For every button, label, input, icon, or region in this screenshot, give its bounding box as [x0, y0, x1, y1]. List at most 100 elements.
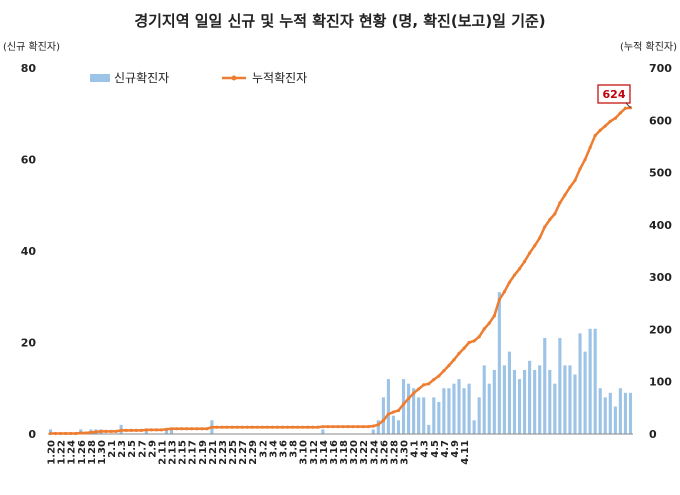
x-tick-label: 2.1	[107, 440, 118, 458]
line-point	[462, 346, 466, 350]
line-point	[497, 298, 501, 302]
right-tick-label: 500	[649, 167, 672, 180]
line-point	[270, 425, 275, 429]
line-point	[401, 402, 406, 406]
x-tick-label: 1.24	[67, 440, 78, 465]
line-point	[543, 225, 547, 229]
line-point	[53, 431, 58, 436]
legend-label-new-cases: 신규확진자	[114, 71, 169, 85]
x-tick-label: 2.17	[188, 440, 199, 465]
left-tick-label: 60	[21, 154, 37, 167]
line-point	[84, 431, 88, 435]
bar	[563, 365, 567, 434]
right-axis-unit: (누적 확진자)	[620, 41, 677, 53]
line-point	[457, 351, 461, 356]
line-point	[528, 251, 532, 255]
line-point	[623, 106, 628, 110]
line-point	[255, 425, 259, 429]
line-point	[311, 425, 315, 429]
line-point	[522, 259, 527, 264]
bar	[538, 365, 542, 434]
right-tick-label: 100	[649, 376, 672, 389]
line-point	[366, 425, 370, 429]
line-point	[94, 430, 98, 434]
line-point	[467, 340, 471, 345]
legend-label-cumulative: 누적확진자	[252, 71, 307, 85]
right-tick-label: 0	[649, 428, 657, 441]
line-point	[613, 116, 617, 120]
line-point	[578, 167, 582, 171]
line-point	[129, 428, 133, 432]
line-point	[260, 425, 264, 429]
bar	[528, 360, 532, 434]
line-point	[492, 314, 496, 318]
x-tick-label: 2.7	[137, 440, 148, 458]
line-point	[139, 428, 143, 432]
line-point	[74, 431, 78, 436]
line-point	[548, 218, 552, 222]
line-point	[326, 425, 330, 429]
line-point	[69, 431, 73, 436]
right-axis: 0 100 200 300 400 500 600 700	[649, 62, 672, 441]
right-tick-label: 300	[649, 271, 672, 284]
line-point	[195, 427, 199, 431]
line-point	[134, 428, 138, 432]
line-point	[386, 412, 391, 416]
line-point	[174, 427, 179, 431]
x-tick-label: 2.23	[218, 440, 229, 465]
line-point	[180, 427, 184, 431]
bar	[497, 292, 501, 434]
bar	[422, 397, 426, 434]
x-tick-label: 2.21	[208, 440, 219, 465]
x-tick-label: 4.3	[420, 440, 431, 458]
callout-label: 624	[603, 88, 626, 101]
bar	[412, 388, 416, 434]
x-tick-label: 3.30	[400, 440, 411, 465]
x-tick-label: 4.9	[450, 440, 461, 458]
x-tick-label: 3.12	[309, 440, 320, 465]
x-axis: 1.20 1.22 1.24 1.26 1.28 1.30 2.1 2.3 2.5 2.7 2.9 2…	[47, 440, 472, 465]
x-tick-label: 2.25	[228, 440, 239, 465]
left-tick-label: 40	[21, 245, 37, 258]
bar	[558, 337, 562, 434]
bar	[452, 383, 456, 434]
line-point	[109, 429, 113, 433]
line-point	[507, 280, 512, 284]
bar	[462, 388, 466, 434]
line-point	[230, 425, 234, 429]
bar	[442, 388, 446, 434]
right-tick-label: 700	[649, 62, 672, 75]
bar	[407, 383, 411, 434]
bar	[613, 406, 617, 434]
bar	[457, 379, 461, 434]
line-point	[59, 431, 63, 436]
bar	[517, 379, 522, 434]
line-point	[406, 396, 411, 401]
x-tick-label: 3.16	[329, 440, 340, 465]
line-point	[487, 321, 491, 325]
line-point	[275, 425, 280, 429]
x-tick-label: 1.20	[47, 440, 58, 465]
line-point	[608, 119, 612, 123]
line-point	[89, 430, 93, 435]
bar	[492, 369, 496, 434]
x-tick-label: 2.13	[168, 440, 179, 465]
legend-swatch-cumulative-marker	[231, 75, 237, 81]
line-point	[119, 428, 123, 432]
line-series	[48, 106, 633, 436]
bar	[548, 369, 552, 434]
line-point	[356, 425, 360, 429]
x-tick-label: 1.30	[97, 440, 108, 465]
line-point	[159, 428, 164, 432]
bar	[568, 365, 572, 434]
bar	[48, 429, 53, 434]
bar	[603, 397, 607, 434]
x-tick-label: 2.29	[248, 440, 259, 465]
bar	[477, 397, 481, 434]
line-point	[190, 427, 194, 431]
bar	[482, 365, 486, 434]
line-point	[296, 425, 300, 429]
line-point	[341, 425, 345, 429]
x-tick-label: 1.22	[57, 440, 68, 465]
bar	[396, 420, 401, 434]
